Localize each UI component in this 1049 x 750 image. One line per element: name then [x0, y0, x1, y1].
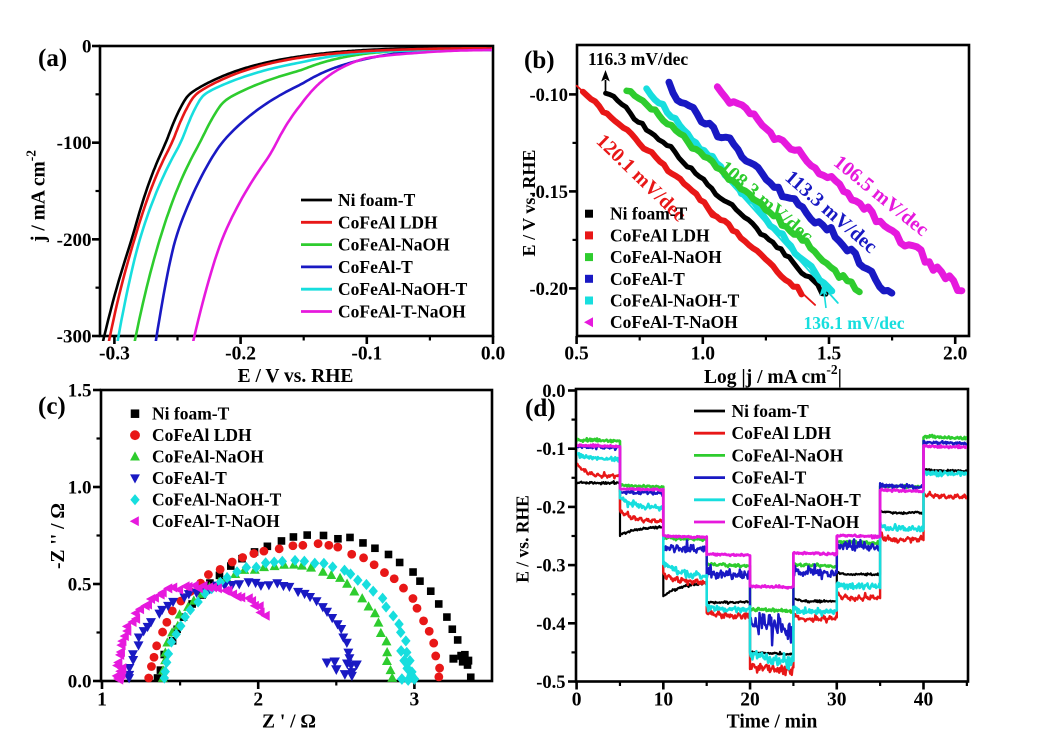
svg-text:-0.3: -0.3 — [536, 557, 565, 577]
svg-text:CoFeAl-T-NaOH: CoFeAl-T-NaOH — [610, 312, 738, 332]
svg-text:-0.10: -0.10 — [529, 86, 568, 106]
svg-text:CoFeAl LDH: CoFeAl LDH — [610, 225, 710, 245]
svg-text:0.0: 0.0 — [68, 672, 92, 693]
svg-text:Ni foam-T: Ni foam-T — [610, 204, 688, 224]
svg-text:CoFeAl-T: CoFeAl-T — [732, 468, 807, 488]
svg-text:2.0: 2.0 — [943, 344, 967, 365]
svg-text:CoFeAl-T: CoFeAl-T — [152, 468, 227, 488]
svg-text:-0.3: -0.3 — [99, 344, 130, 365]
svg-text:CoFeAl-NaOH-T: CoFeAl-NaOH-T — [610, 291, 740, 311]
svg-text:-0.1: -0.1 — [536, 440, 565, 460]
svg-text:-Z '' / Ω: -Z '' / Ω — [48, 503, 69, 569]
svg-text:10: 10 — [654, 690, 674, 711]
svg-text:-0.20: -0.20 — [529, 280, 568, 300]
svg-text:CoFeAl-T: CoFeAl-T — [338, 257, 413, 277]
svg-text:CoFeAl-T-NaOH: CoFeAl-T-NaOH — [338, 302, 466, 322]
svg-text:-0.4: -0.4 — [536, 615, 565, 635]
svg-text:Ni foam-T: Ni foam-T — [732, 401, 810, 421]
svg-text:30: 30 — [827, 690, 847, 711]
svg-text:-0.15: -0.15 — [529, 183, 568, 203]
svg-text:j / mA cm-2: j / mA cm-2 — [24, 150, 50, 243]
svg-text:0: 0 — [572, 690, 582, 711]
svg-text:-300: -300 — [57, 327, 92, 348]
svg-text:CoFeAl LDH: CoFeAl LDH — [152, 425, 252, 445]
svg-text:E / V vs. RHE: E / V vs. RHE — [238, 366, 354, 387]
svg-text:CoFeAl-T: CoFeAl-T — [610, 269, 685, 289]
svg-text:1.0: 1.0 — [691, 344, 715, 365]
svg-text:136.1 mV/dec: 136.1 mV/dec — [803, 313, 904, 333]
svg-text:CoFeAl-NaOH-T: CoFeAl-NaOH-T — [338, 279, 468, 299]
svg-text:CoFeAl-T-NaOH: CoFeAl-T-NaOH — [152, 511, 280, 531]
svg-text:-200: -200 — [57, 230, 92, 251]
svg-text:1.5: 1.5 — [68, 381, 92, 402]
svg-text:(a): (a) — [38, 45, 67, 72]
svg-text:CoFeAl-NaOH-T: CoFeAl-NaOH-T — [732, 490, 862, 510]
svg-text:(c): (c) — [38, 393, 66, 420]
svg-text:E / V vs. RHE: E / V vs. RHE — [519, 150, 539, 257]
svg-text:40: 40 — [914, 690, 934, 711]
svg-text:CoFeAl-NaOH: CoFeAl-NaOH — [732, 445, 844, 465]
svg-text:0.0: 0.0 — [481, 344, 505, 365]
svg-text:-0.1: -0.1 — [351, 344, 382, 365]
svg-text:-0.5: -0.5 — [536, 673, 565, 693]
svg-text:3: 3 — [410, 690, 420, 711]
svg-text:CoFeAl-NaOH: CoFeAl-NaOH — [610, 247, 722, 267]
svg-text:CoFeAl LDH: CoFeAl LDH — [732, 423, 832, 443]
svg-text:0.0: 0.0 — [542, 382, 565, 402]
svg-text:20: 20 — [740, 690, 760, 711]
svg-text:CoFeAl-T-NaOH: CoFeAl-T-NaOH — [732, 512, 860, 532]
svg-text:116.3 mV/dec: 116.3 mV/dec — [588, 49, 688, 69]
svg-text:1.0: 1.0 — [68, 478, 92, 499]
svg-text:-100: -100 — [57, 133, 92, 154]
svg-text:E / vs. RHE: E / vs. RHE — [513, 495, 533, 583]
svg-text:(d): (d) — [525, 395, 556, 422]
svg-text:1.5: 1.5 — [817, 344, 842, 365]
svg-text:CoFeAl-NaOH: CoFeAl-NaOH — [338, 235, 450, 255]
svg-text:Time / min: Time / min — [727, 712, 818, 733]
svg-text:2: 2 — [253, 690, 263, 711]
svg-text:0.5: 0.5 — [564, 344, 589, 365]
svg-text:Ni foam-T: Ni foam-T — [152, 404, 230, 424]
svg-text:-0.2: -0.2 — [225, 344, 256, 365]
svg-text:1: 1 — [97, 690, 107, 711]
svg-text:Z ' / Ω: Z ' / Ω — [262, 712, 316, 733]
svg-text:-0.2: -0.2 — [536, 498, 565, 518]
svg-text:0: 0 — [82, 37, 92, 58]
svg-text:CoFeAl LDH: CoFeAl LDH — [338, 212, 438, 232]
svg-text:0.5: 0.5 — [68, 575, 92, 596]
svg-text:(b): (b) — [524, 47, 555, 74]
svg-text:Log |j / mA cm-2|: Log |j / mA cm-2| — [704, 362, 842, 388]
svg-text:CoFeAl-NaOH: CoFeAl-NaOH — [152, 447, 264, 467]
svg-text:Ni foam-T: Ni foam-T — [338, 190, 416, 210]
svg-text:CoFeAl-NaOH-T: CoFeAl-NaOH-T — [152, 490, 282, 510]
